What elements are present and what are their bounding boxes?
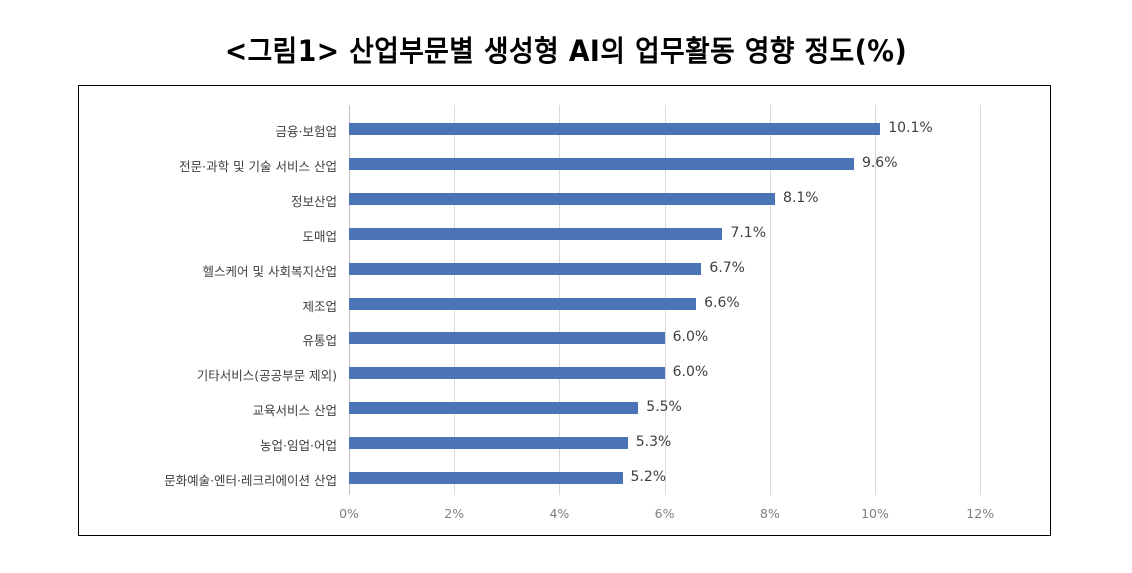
bar-value-label: 9.6% xyxy=(861,154,898,171)
bar xyxy=(349,297,697,310)
bar xyxy=(349,332,665,345)
bar-value-label: 5.5% xyxy=(646,399,682,416)
x-tick-label: 10% xyxy=(861,506,889,521)
bar-value-label: 8.1% xyxy=(783,189,819,206)
category-label: 제조업 xyxy=(302,298,337,314)
x-tick-label: 6% xyxy=(654,506,675,521)
bar xyxy=(349,437,628,450)
bar-value-label: 5.3% xyxy=(635,434,672,451)
x-tick-label: 12% xyxy=(966,506,995,521)
category-label: 도매업 xyxy=(302,228,337,244)
bar xyxy=(349,227,723,240)
category-label: 전문·과학 및 기술 서비스 산업 xyxy=(179,158,337,174)
bar-value-label: 6.7% xyxy=(709,259,745,276)
x-tick-label: 0% xyxy=(339,506,359,521)
bar xyxy=(349,123,881,135)
bar xyxy=(349,262,702,275)
bar-value-label: 6.0% xyxy=(672,364,709,381)
bar-value-label: 6.6% xyxy=(704,294,740,311)
plot-area: 10.1% 9.6% 8.1% 7.1% 6.7% 6.6% 6.0% 6.0% 5.5% 5.3… xyxy=(349,105,982,495)
bar-value-label: 10.1% xyxy=(888,120,933,136)
chart-title: <그림1> 산업부문별 생성형 AI의 업무활동 영향 정도(%) xyxy=(224,34,908,68)
bar-value-label: 5.2% xyxy=(630,469,667,485)
category-label: 헬스케어 및 사회복지산업 xyxy=(202,263,337,279)
chart-frame xyxy=(78,85,1051,536)
category-label: 정보산업 xyxy=(290,193,337,209)
category-label: 기타서비스(공공부문 제외) xyxy=(196,368,337,384)
bar-value-label: 6.0% xyxy=(672,329,709,346)
bar xyxy=(349,157,854,170)
bar xyxy=(349,192,776,205)
gridline xyxy=(769,105,771,495)
gridline xyxy=(980,105,982,495)
category-label: 문화예술·엔터·레크리에이션 산업 xyxy=(164,473,337,488)
gridline xyxy=(875,105,876,495)
category-label: 금융·보험업 xyxy=(275,124,337,139)
bar xyxy=(349,472,623,484)
bar xyxy=(349,402,639,415)
x-tick-label: 4% xyxy=(549,506,570,521)
bar xyxy=(349,367,665,380)
x-tick-label: 8% xyxy=(759,506,780,521)
category-label: 유통업 xyxy=(302,333,337,349)
category-label: 농업·임업·어업 xyxy=(260,438,337,454)
bar-value-label: 7.1% xyxy=(730,224,767,241)
x-tick-label: 2% xyxy=(444,506,465,521)
category-label: 교육서비스 산업 xyxy=(252,403,337,419)
